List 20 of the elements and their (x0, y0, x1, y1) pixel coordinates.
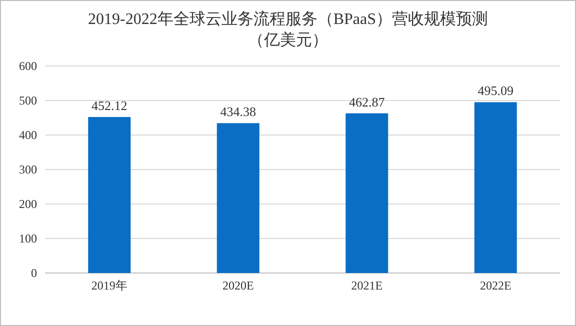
x-tick-label: 2020E (222, 278, 254, 293)
chart-title: 2019-2022年全球云业务流程服务（BPaaS）营收规模预测（亿美元） (88, 10, 488, 49)
y-tick-label: 600 (19, 58, 37, 73)
data-label: 495.09 (478, 83, 514, 98)
bar (88, 117, 131, 273)
bar (474, 102, 517, 273)
y-tick-label: 0 (31, 266, 37, 280)
data-label: 452.12 (92, 98, 128, 114)
y-tick-label: 100 (19, 231, 37, 246)
y-tick-label: 500 (19, 93, 37, 108)
data-label: 434.38 (220, 104, 256, 120)
x-tick-label: 2021E (351, 278, 383, 293)
y-tick-label: 200 (19, 196, 37, 211)
x-tick-label: 2019年 (91, 278, 128, 293)
bar (216, 123, 260, 273)
y-tick-label: 300 (19, 162, 37, 176)
x-tick-label: 2022E (480, 278, 512, 293)
bar (346, 113, 388, 273)
data-label: 462.87 (349, 94, 386, 110)
y-tick-label: 400 (19, 128, 37, 142)
